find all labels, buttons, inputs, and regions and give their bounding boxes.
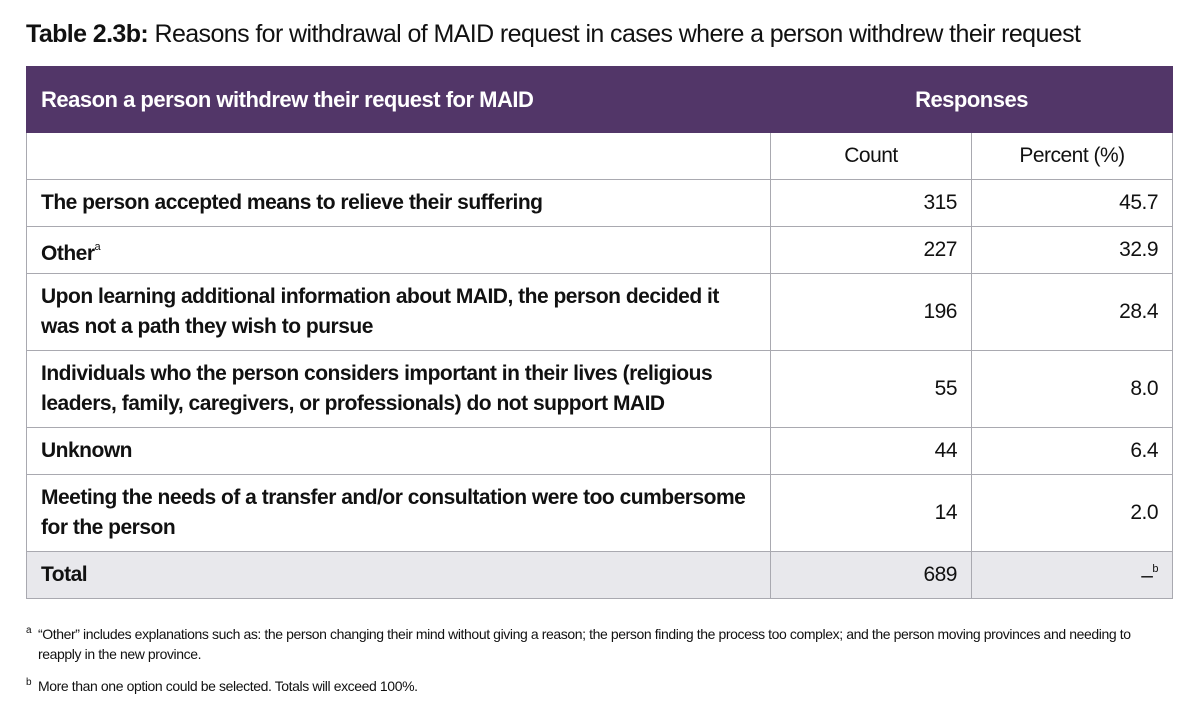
total-percent-cell: –b xyxy=(970,551,1174,599)
reason-cell: Upon learning additional information abo… xyxy=(26,273,771,351)
reason-text: Other xyxy=(41,241,95,265)
reason-cell: The person accepted means to relieve the… xyxy=(26,179,771,227)
count-column-header: Count xyxy=(770,132,972,180)
total-row: Total 689 –b xyxy=(26,551,1174,599)
count-cell: 44 xyxy=(770,427,972,475)
maid-withdrawal-table: Reason a person withdrew their request f… xyxy=(26,66,1174,599)
reason-cell: Individuals who the person considers imp… xyxy=(26,350,771,428)
empty-subheader-cell xyxy=(26,132,771,180)
table-row: Upon learning additional information abo… xyxy=(26,273,1174,351)
footnote-text: More than one option could be selected. … xyxy=(38,678,418,694)
percent-cell: 6.4 xyxy=(970,427,1174,475)
table-row: The person accepted means to relieve the… xyxy=(26,179,1174,227)
percent-cell: 8.0 xyxy=(970,350,1174,428)
footnote-mark: b xyxy=(26,677,32,688)
table-number: Table 2.3b: xyxy=(26,20,149,48)
reason-cell: Meeting the needs of a transfer and/or c… xyxy=(26,474,771,552)
footnote-text: “Other” includes explanations such as: t… xyxy=(38,626,1131,662)
table-row: Unknown 44 6.4 xyxy=(26,427,1174,475)
footnote: b More than one option could be selected… xyxy=(26,676,1176,696)
total-percent-value: – xyxy=(1141,563,1153,587)
table-subheader-row: Count Percent (%) xyxy=(26,132,1174,180)
table-row: Individuals who the person considers imp… xyxy=(26,350,1174,428)
footnote-marker: b xyxy=(1152,562,1159,575)
reason-cell: Othera xyxy=(26,226,771,274)
table-row: Othera 227 32.9 xyxy=(26,226,1174,274)
table-caption: Table 2.3b: Reasons for withdrawal of MA… xyxy=(26,20,1081,49)
percent-cell: 45.7 xyxy=(970,179,1174,227)
count-cell: 227 xyxy=(770,226,972,274)
footnote-marker: a xyxy=(94,240,101,253)
reason-cell: Unknown xyxy=(26,427,771,475)
footnote-mark: a xyxy=(26,625,32,636)
percent-cell: 32.9 xyxy=(970,226,1174,274)
total-count-cell: 689 xyxy=(770,551,972,599)
count-cell: 196 xyxy=(770,273,972,351)
count-cell: 315 xyxy=(770,179,972,227)
percent-cell: 28.4 xyxy=(970,273,1174,351)
count-cell: 14 xyxy=(770,474,972,552)
table-title: Reasons for withdrawal of MAID request i… xyxy=(154,20,1081,48)
responses-column-header: Responses xyxy=(769,66,1174,133)
count-cell: 55 xyxy=(770,350,972,428)
total-label-cell: Total xyxy=(26,551,771,599)
table-row: Meeting the needs of a transfer and/or c… xyxy=(26,474,1174,552)
table-header-row: Reason a person withdrew their request f… xyxy=(26,66,1174,133)
percent-cell: 2.0 xyxy=(970,474,1174,552)
footnote: a “Other” includes explanations such as:… xyxy=(26,624,1176,664)
footnotes: a “Other” includes explanations such as:… xyxy=(26,624,1176,696)
percent-column-header: Percent (%) xyxy=(970,132,1174,180)
reason-column-header: Reason a person withdrew their request f… xyxy=(26,66,771,133)
